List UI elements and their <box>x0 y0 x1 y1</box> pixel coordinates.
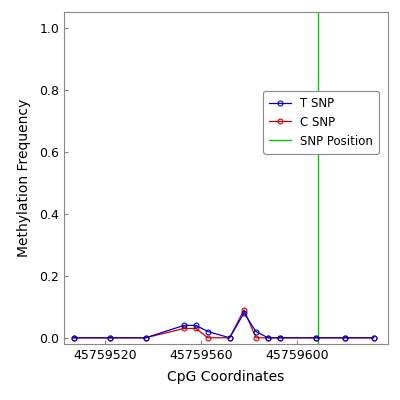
C SNP <box>314 335 318 340</box>
C SNP <box>227 335 232 340</box>
T SNP <box>278 335 282 340</box>
T SNP <box>71 335 76 340</box>
C SNP <box>107 335 112 340</box>
C SNP <box>182 326 186 331</box>
T SNP <box>342 335 347 340</box>
Legend: T SNP, C SNP, SNP Position: T SNP, C SNP, SNP Position <box>264 91 379 154</box>
T SNP <box>206 329 210 334</box>
T SNP <box>314 335 318 340</box>
C SNP <box>143 335 148 340</box>
C SNP <box>254 335 258 340</box>
T SNP <box>371 335 376 340</box>
C SNP <box>194 326 198 331</box>
C SNP <box>242 308 246 312</box>
T SNP <box>194 323 198 328</box>
C SNP <box>342 335 347 340</box>
C SNP <box>206 335 210 340</box>
T SNP <box>143 335 148 340</box>
T SNP <box>107 335 112 340</box>
T SNP <box>242 310 246 315</box>
C SNP <box>278 335 282 340</box>
T SNP <box>182 323 186 328</box>
X-axis label: CpG Coordinates: CpG Coordinates <box>167 370 285 384</box>
Line: C SNP: C SNP <box>71 308 376 340</box>
C SNP <box>71 335 76 340</box>
Line: T SNP: T SNP <box>71 310 376 340</box>
C SNP <box>371 335 376 340</box>
T SNP <box>266 335 270 340</box>
T SNP <box>254 329 258 334</box>
Y-axis label: Methylation Frequency: Methylation Frequency <box>17 99 31 257</box>
C SNP <box>266 335 270 340</box>
T SNP <box>227 335 232 340</box>
